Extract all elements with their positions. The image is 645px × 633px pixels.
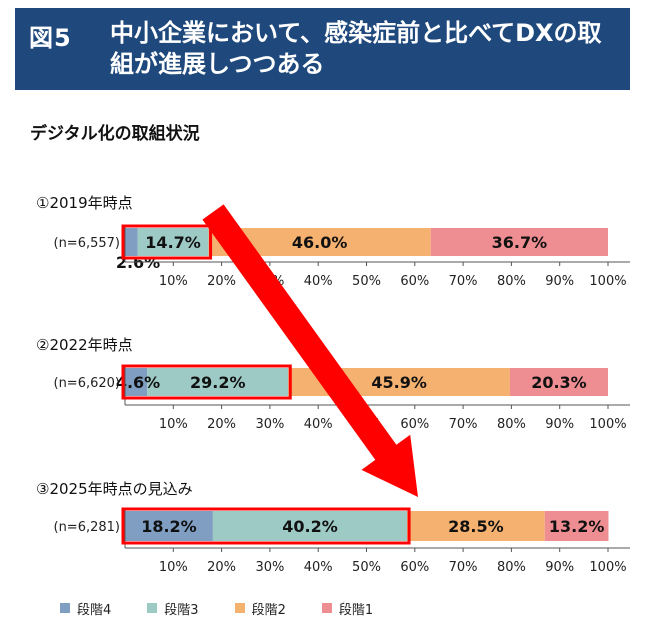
legend-label-stage3: 段階3 (164, 602, 199, 618)
x-tick-label-2022-80: 80% (497, 417, 526, 432)
data-label-2025-stage2: 28.5% (448, 517, 504, 536)
chart-subtitle: デジタル化の取組状況 (30, 124, 200, 144)
legend-swatch-stage2 (234, 603, 245, 613)
x-tick-label-2019-100: 100% (589, 274, 626, 289)
x-tick-label-2025-100: 100% (589, 560, 626, 575)
data-label-2022-stage1: 20.3% (531, 373, 587, 392)
legend-item-stage1: 段階1 (321, 599, 374, 618)
data-label-2025-stage4: 18.2% (141, 517, 197, 536)
legend-swatch-stage4 (60, 603, 70, 613)
n-label-2025: (n=6,281) (54, 520, 121, 535)
group-label-2019: ①2019年時点 (36, 194, 133, 212)
bar-2019-stage1 (430, 228, 608, 256)
legend-swatch-stage3 (147, 603, 158, 613)
data-label-2022-stage4: 4.6% (116, 373, 160, 392)
x-tick-label-2022-70: 70% (449, 417, 478, 432)
x-tick-label-2022-40: 40% (304, 417, 333, 432)
bar-2019-stage3 (137, 228, 209, 256)
data-label-2019-stage2: 46.0% (292, 233, 348, 252)
bar-2025-stage4 (125, 511, 213, 541)
x-tick-label-2022-90: 90% (545, 417, 574, 432)
x-tick-label-2025-50: 50% (352, 560, 381, 575)
data-label-2022-stage2: 45.9% (371, 373, 427, 392)
group-label-2022: ②2022年時点 (36, 336, 133, 354)
x-tick-label-2025-30: 30% (255, 560, 284, 575)
data-label-2022-stage3: 29.2% (190, 373, 246, 392)
bar-2025-stage2 (407, 511, 545, 541)
title-bar: 図5 中小企業において、感染症前と比べてDXの取組が進展しつつある (15, 8, 630, 90)
bar-2022-stage3 (147, 368, 289, 396)
x-tick-label-2019-80: 80% (497, 274, 526, 289)
n-label-2022: (n=6,620) (54, 376, 121, 391)
x-tick-label-2019-60: 60% (400, 274, 429, 289)
x-tick-label-2025-10: 10% (159, 560, 188, 575)
legend-swatch-stage1 (321, 603, 332, 613)
trend-arrow (202, 204, 418, 497)
data-label-2019-stage3: 14.7% (145, 233, 201, 252)
x-tick-label-2025-80: 80% (497, 560, 526, 575)
x-tick-label-2019-70: 70% (449, 274, 478, 289)
highlight-box-2022 (121, 364, 292, 400)
data-label-2025-stage1: 13.2% (549, 517, 605, 536)
bar-2019-stage4 (125, 228, 138, 256)
x-tick-label-2019-10: 10% (159, 274, 188, 289)
bar-2025-stage1 (544, 511, 609, 541)
x-tick-label-2025-90: 90% (545, 560, 574, 575)
legend-item-stage2: 段階2 (234, 599, 286, 618)
n-label-2019: (n=6,557) (54, 236, 121, 251)
x-tick-label-2019-90: 90% (545, 274, 574, 289)
legend-label-stage4: 段階4 (77, 602, 112, 618)
data-label-2025-stage3: 40.2% (282, 517, 338, 536)
x-tick-label-2022-10: 10% (159, 417, 188, 432)
highlight-box-2025 (121, 507, 411, 545)
x-tick-label-2019-50: 50% (352, 274, 381, 289)
x-tick-label-2022-30: 30% (255, 417, 284, 432)
x-tick-label-2019-40: 40% (304, 274, 333, 289)
x-tick-label-2019-20: 20% (207, 274, 236, 289)
bar-2025-stage3 (212, 511, 408, 541)
x-tick-label-2022-20: 20% (207, 417, 236, 432)
figure-title: 中小企業において、感染症前と比べてDXの取組が進展しつつある (110, 19, 602, 78)
bar-2022-stage4 (125, 368, 148, 396)
group-label-2025: ③2025年時点の見込み (36, 480, 193, 498)
x-tick-label-2025-20: 20% (207, 560, 236, 575)
data-label-2019-stage1: 36.7% (492, 233, 548, 252)
legend-label-stage1: 段階1 (338, 602, 374, 618)
legend-label-stage2: 段階2 (251, 602, 286, 618)
x-tick-label-2025-60: 60% (400, 560, 429, 575)
bar-2022-stage1 (509, 368, 608, 396)
x-tick-label-2022-60: 60% (400, 417, 429, 432)
legend-item-stage3: 段階3 (147, 599, 199, 618)
x-tick-label-2025-40: 40% (304, 560, 333, 575)
figure-number: 図5 (29, 24, 72, 52)
legend-item-stage4: 段階4 (60, 599, 111, 618)
x-tick-label-2025-70: 70% (449, 560, 478, 575)
x-tick-label-2022-100: 100% (589, 417, 626, 432)
highlight-box-2019 (121, 224, 213, 260)
legend: 段階4 段階3 段階2 段階1 (60, 598, 409, 618)
